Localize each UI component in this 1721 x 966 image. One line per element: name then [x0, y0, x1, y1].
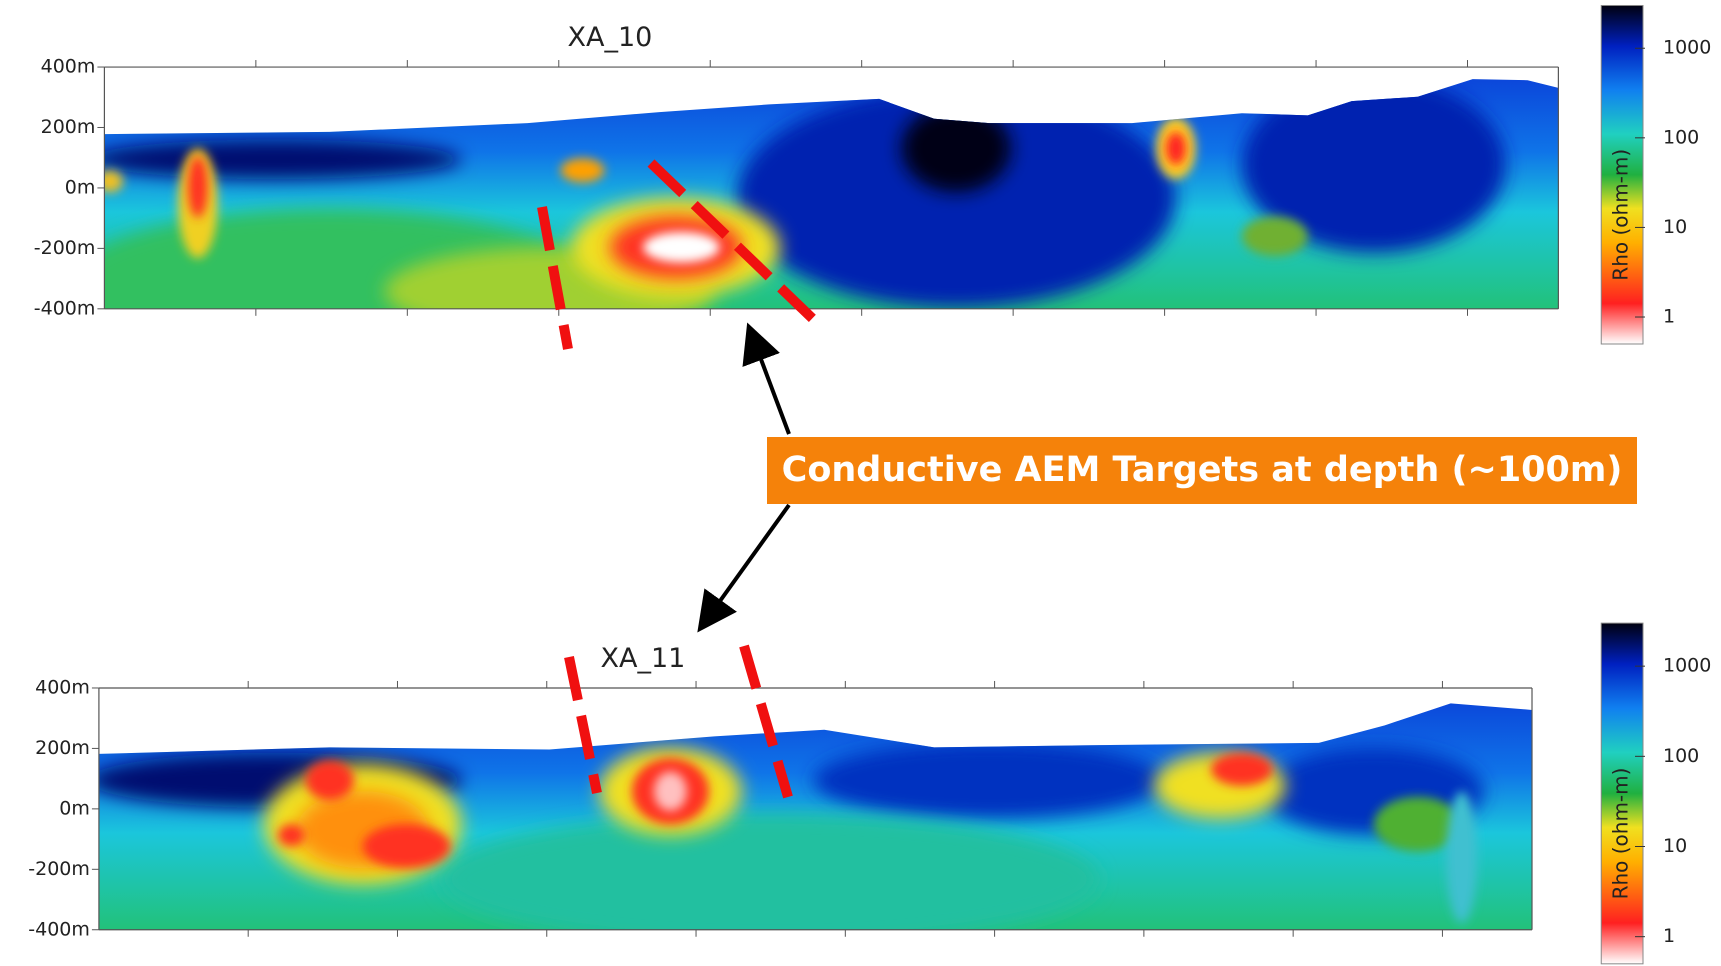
colorbar-tick-label: 100 [1663, 126, 1699, 148]
arrow [742, 322, 791, 435]
resistivity-anomaly [1241, 216, 1308, 257]
colorbar-tick-label: 10 [1663, 835, 1687, 857]
chart-title: XA_11 [601, 643, 686, 674]
resistivity-anomaly [901, 104, 1012, 193]
colorbar-label: Rho (ohm-m) [1609, 149, 1633, 281]
resistivity-anomaly [1373, 796, 1462, 852]
resistivity-anomaly [104, 170, 124, 193]
resistivity-anomaly [813, 741, 1165, 819]
resistivity-anomaly [305, 760, 354, 801]
colorbar [1600, 4, 1644, 345]
y-tick-label: 200m [35, 737, 90, 759]
resistivity-anomaly [736, 87, 1176, 308]
resistivity-anomaly [104, 139, 462, 180]
annotation-box [767, 437, 1637, 504]
section [98, 703, 1533, 930]
colorbar-tick-label: 1000 [1663, 37, 1711, 59]
y-tick-label: 200m [41, 116, 96, 138]
resistivity-anomaly [362, 824, 451, 869]
chart-title: XA_10 [568, 22, 653, 53]
y-tick-label: -200m [28, 858, 90, 880]
target-lines [537, 159, 817, 799]
colorbar-tick-label: 100 [1663, 745, 1699, 767]
colorbar-tick-label: 10 [1663, 216, 1687, 238]
annotation: Conductive AEM Targets at depth (~100m) [782, 450, 1623, 490]
y-tick-label: 0m [65, 176, 96, 198]
resistivity-anomaly [187, 156, 208, 218]
y-tick-label: -400m [34, 297, 96, 319]
resistivity-anomaly [1166, 131, 1186, 165]
resistivity-anomaly [1211, 752, 1273, 786]
resistivity-anomaly [1241, 79, 1506, 253]
colorbar [1600, 622, 1644, 965]
colorbar-tick-label: 1 [1663, 306, 1675, 328]
colorbar-label: Rho (ohm-m) [1609, 768, 1633, 900]
section [104, 79, 1559, 309]
resistivity-anomaly [560, 158, 605, 183]
resistivity-anomaly [653, 771, 687, 812]
colorbar-tick-label: 1 [1663, 925, 1675, 947]
y-tick-label: 0m [59, 797, 90, 819]
y-tick-label: -200m [34, 237, 96, 259]
y-tick-label: -400m [28, 918, 90, 940]
y-tick-label: 400m [41, 56, 96, 78]
resistivity-anomaly [1446, 791, 1478, 924]
resistivity-anomaly [439, 813, 1099, 930]
y-tick-label: 400m [35, 676, 90, 698]
arrow [697, 503, 791, 633]
resistivity-anomaly [642, 231, 720, 263]
colorbar-tick-label: 1000 [1663, 655, 1711, 677]
resistivity-anomaly [278, 824, 305, 847]
